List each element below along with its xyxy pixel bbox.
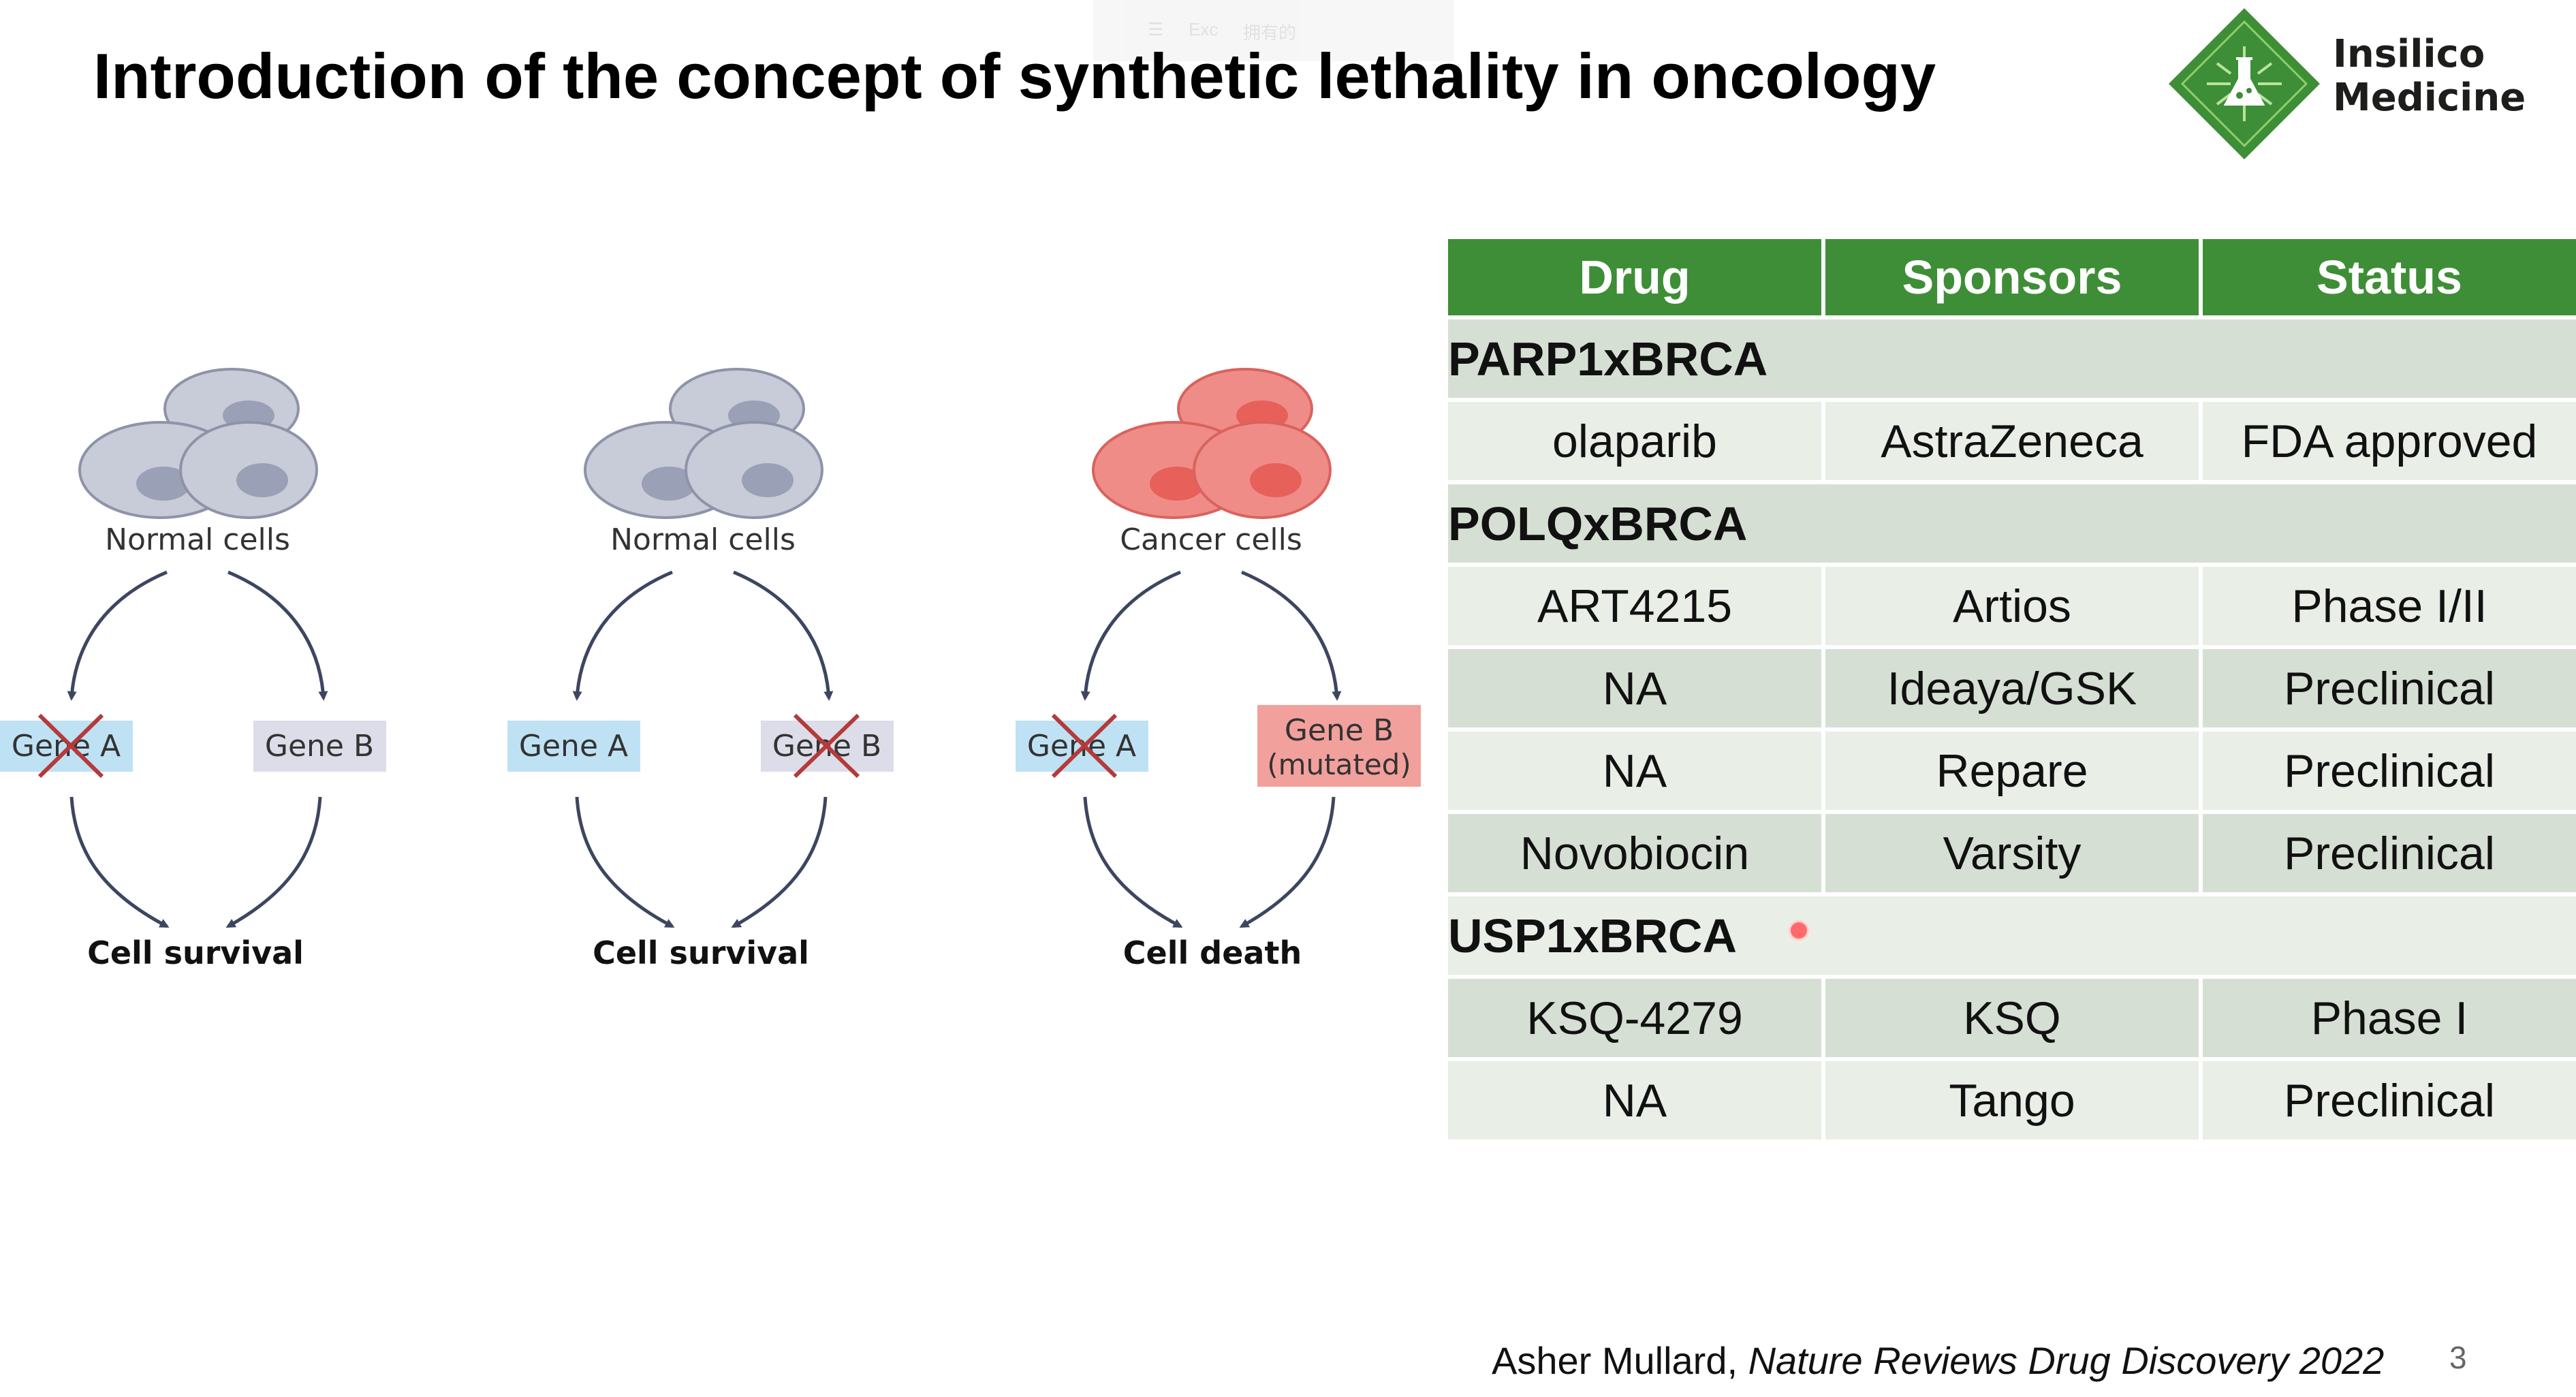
group-row-polq: POLQxBRCA [1448,484,2576,563]
cells-label: Normal cells [105,522,290,557]
gene-a-label: Gene A [519,729,628,764]
citation-source: Nature Reviews Drug Discovery 2022 [1748,1339,2385,1382]
sponsor-cell: Repare [1825,732,2199,810]
group-row-parp1: PARP1xBRCA [1448,319,2576,398]
status-cell: FDA approved [2203,402,2576,480]
panel-cancer-knockout-a: Cancer cells Gene A Gene B (mutated) Cel… [1016,368,1421,971]
cells-label: Cancer cells [1120,522,1302,557]
status-cell: Phase I [2203,979,2576,1057]
drug-cell: NA [1448,732,1821,810]
cells-label: Normal cells [610,522,796,557]
status-cell: Preclinical [2203,1061,2576,1140]
laser-pointer-cursor [1789,920,1809,941]
gene-a-label: Gene A [12,729,121,764]
sponsor-cell: Varsity [1825,814,2199,892]
status-cell: Preclinical [2203,814,2576,892]
presentation-toolbar: ☰ Exc 拥有的 [1093,0,1454,61]
toolbar-item[interactable]: 拥有的 [1243,22,1297,43]
group-name: PARP1xBRCA [1448,319,2576,398]
header-drug: Drug [1448,239,1821,315]
outcome-label: Cell survival [87,935,304,971]
table-row: NA Ideaya/GSK Preclinical [1448,649,2576,727]
toolbar-item[interactable]: Exc [1189,19,1219,40]
drug-cell: Novobiocin [1448,814,1821,892]
panel-normal-knockout-a: Normal cells Gene A Gene B Cell survival [0,368,386,971]
drug-cell: ART4215 [1448,567,1821,645]
outcome-label: Cell death [1123,935,1302,971]
logo-text-line1: Insilico [2333,32,2485,76]
table-row: NA Repare Preclinical [1448,732,2576,810]
table-row: KSQ-4279 KSQ Phase I [1448,979,2576,1057]
normal-cells-icon [78,368,318,519]
page-number: 3 [2449,1340,2467,1375]
synthetic-lethality-diagram: Normal cells Gene A Gene B Cell survival [0,327,1430,1008]
status-cell: Phase I/II [2203,567,2576,645]
drug-table: Drug Sponsors Status PARP1xBRCA olaparib… [1444,235,2576,1144]
knockout-x-icon [37,713,104,779]
table-row: olaparib AstraZeneca FDA approved [1448,402,2576,480]
knockout-x-icon [1051,713,1118,779]
sponsor-cell: Ideaya/GSK [1825,649,2199,727]
slide-title: Introduction of the concept of synthetic… [93,40,1936,112]
group-name: POLQxBRCA [1448,484,2576,563]
insilico-logo-icon [2169,8,2320,159]
gene-b-mutated-label: (mutated) [1267,748,1411,781]
drug-cell: NA [1448,1061,1821,1140]
citation: Asher Mullard, Nature Reviews Drug Disco… [1492,1338,2384,1383]
header-status: Status [2203,239,2576,315]
table-header-row: Drug Sponsors Status [1448,239,2576,315]
sponsor-cell: KSQ [1825,979,2199,1057]
sponsor-cell: Tango [1825,1061,2199,1140]
logo-text-line2: Medicine [2333,76,2526,120]
status-cell: Preclinical [2203,732,2576,810]
normal-cells-icon [584,368,823,519]
drug-cell: olaparib [1448,402,1821,480]
status-cell: Preclinical [2203,649,2576,727]
group-row-usp1: USP1xBRCA [1448,896,2576,975]
table-row: Novobiocin Varsity Preclinical [1448,814,2576,892]
panel-normal-knockout-b: Normal cells Gene A Gene B Cell survival [507,368,894,971]
gene-b-label: Gene B [1285,713,1394,748]
header-sponsors: Sponsors [1825,239,2199,315]
company-logo: Insilico Medicine [2166,5,2526,159]
gene-b-label: Gene B [265,729,374,764]
sponsor-cell: Artios [1825,567,2199,645]
citation-author: Asher Mullard, [1492,1339,1748,1382]
menu-icon[interactable]: ☰ [1148,19,1164,40]
table-row: ART4215 Artios Phase I/II [1448,567,2576,645]
knockout-x-icon [793,713,860,779]
sponsor-cell: AstraZeneca [1825,402,2199,480]
cancer-cells-icon [1092,368,1332,519]
drug-cell: KSQ-4279 [1448,979,1821,1057]
drug-cell: NA [1448,649,1821,727]
outcome-label: Cell survival [593,935,809,971]
group-name: USP1xBRCA [1448,896,2576,975]
table-row: NA Tango Preclinical [1448,1061,2576,1140]
